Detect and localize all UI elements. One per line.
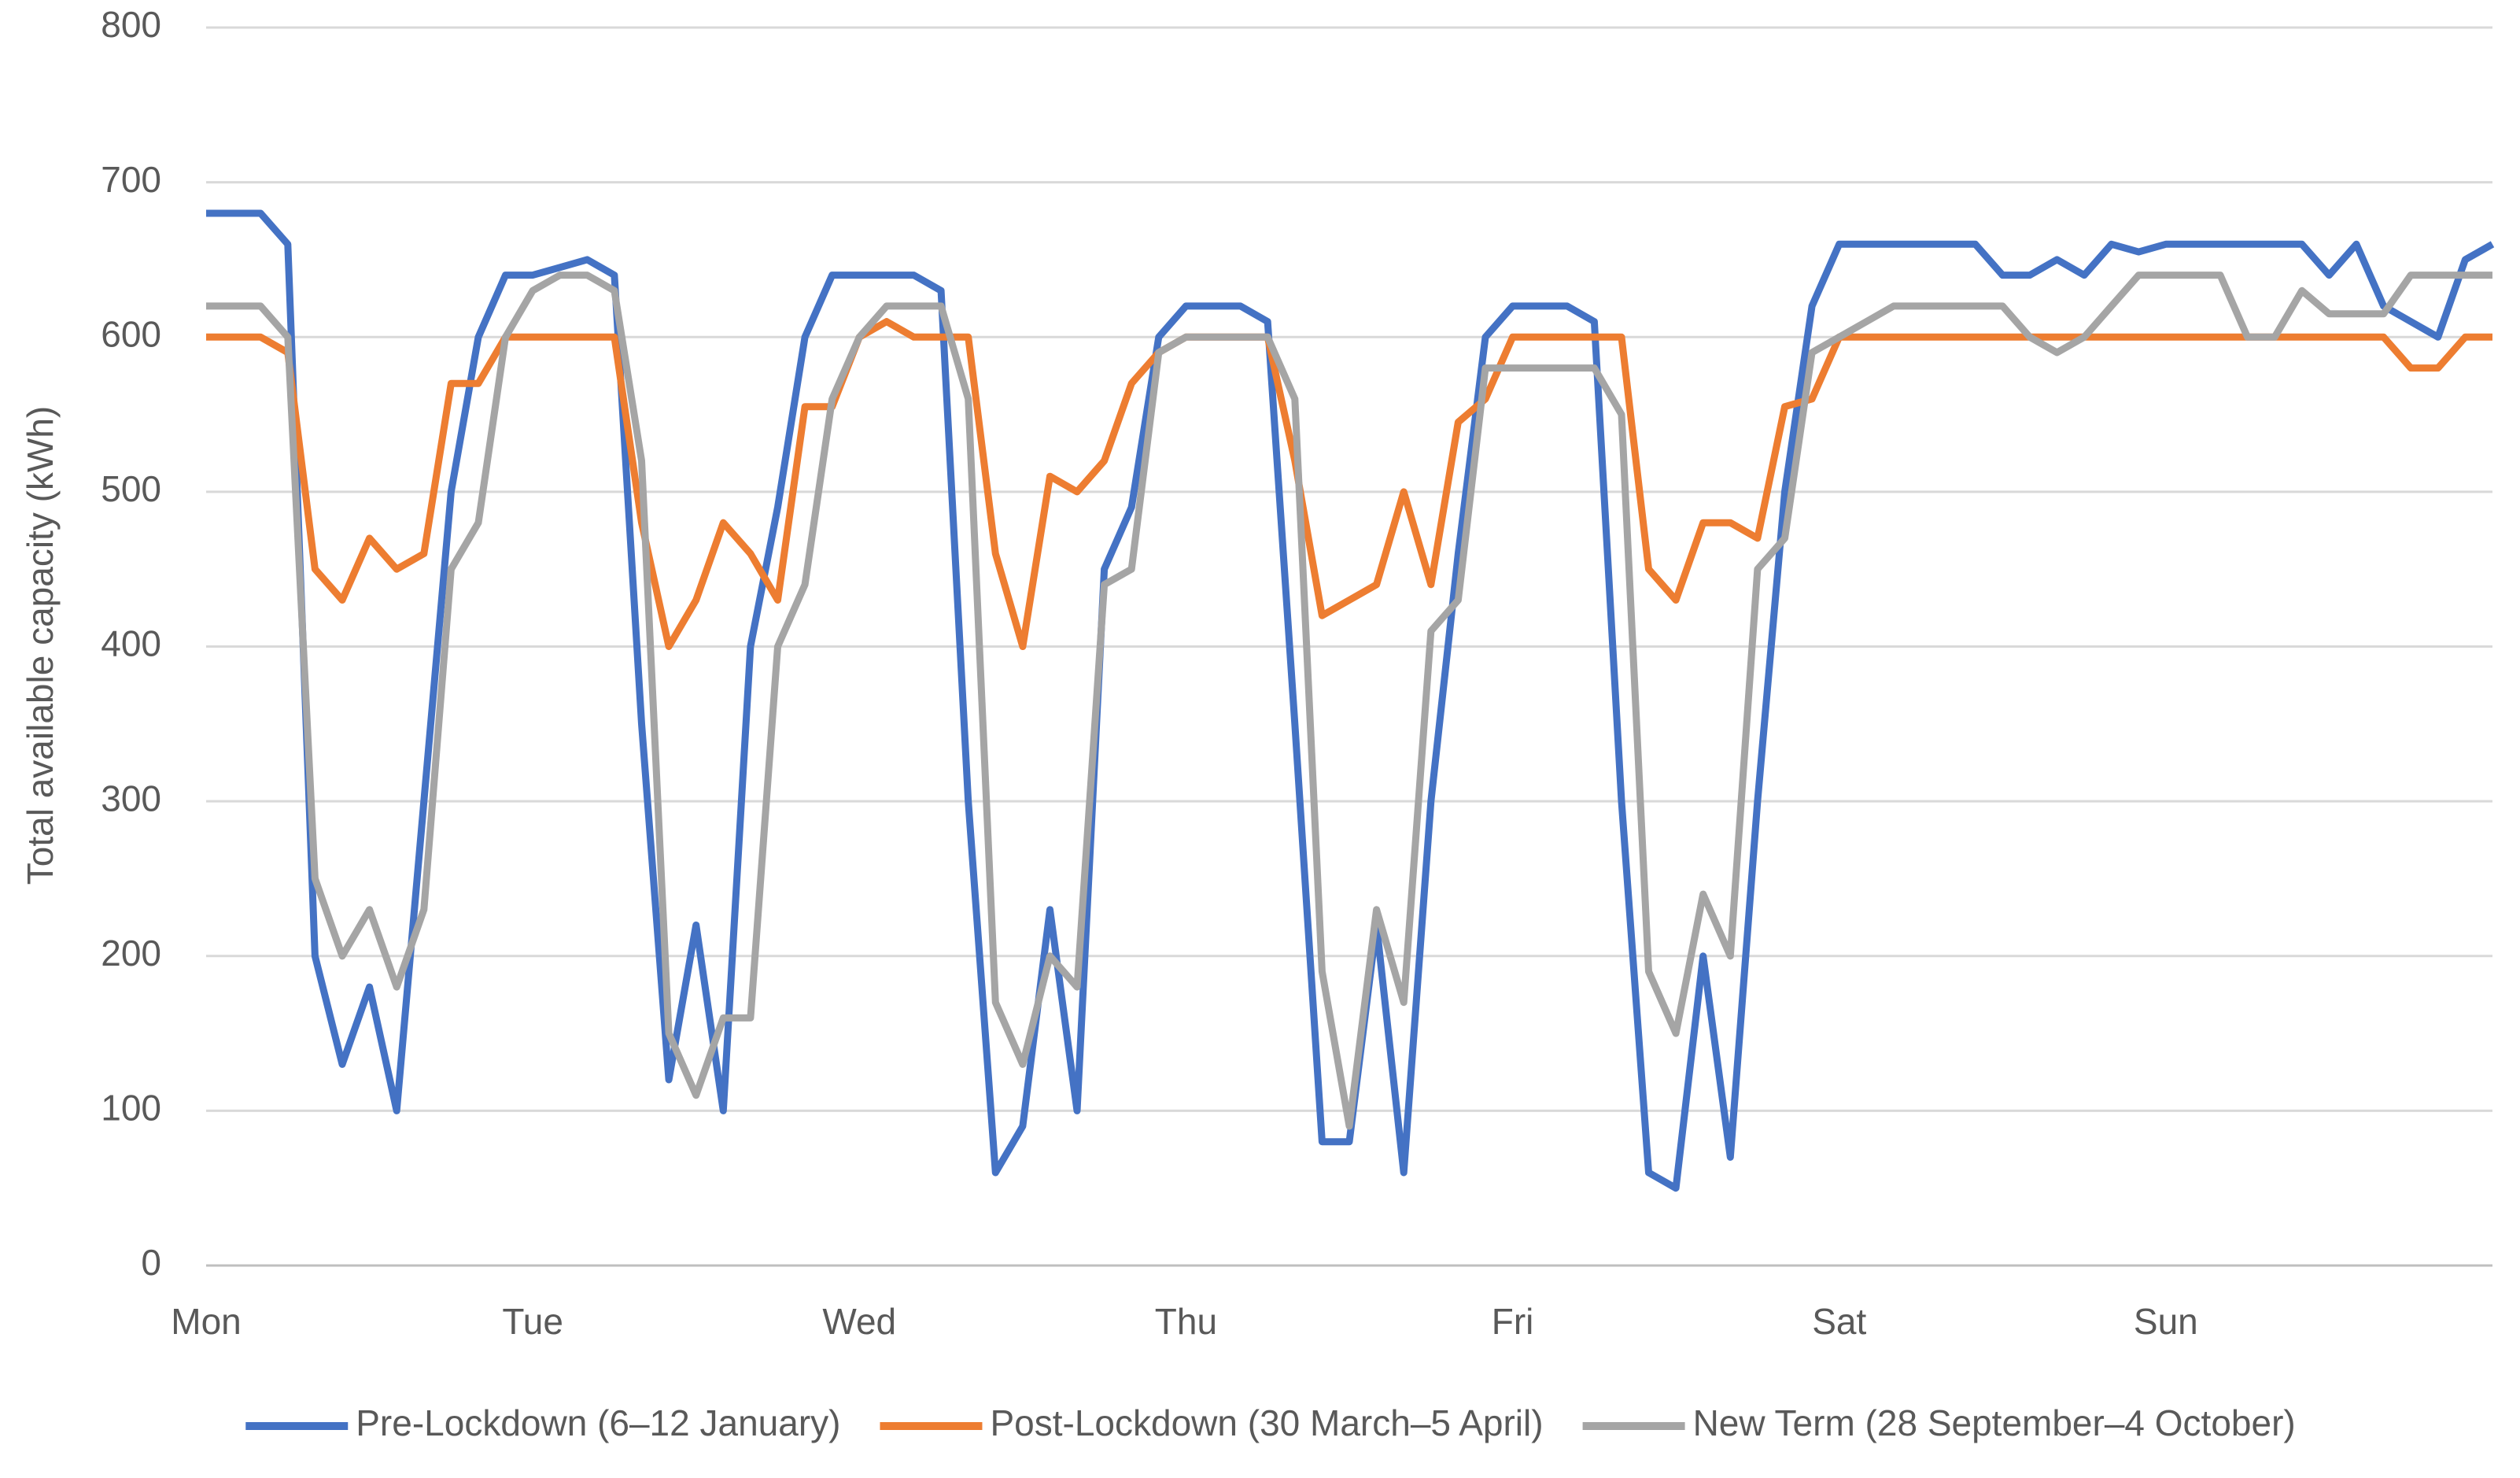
y-tick-label: 400 — [101, 623, 161, 664]
legend-label: New Term (28 September–4 October) — [1693, 1402, 2296, 1443]
series-line — [206, 272, 2492, 1130]
y-tick-label: 800 — [101, 4, 161, 45]
y-tick-label: 500 — [101, 468, 161, 509]
y-tick-label: 300 — [101, 778, 161, 818]
x-tick-label: Mon — [171, 1301, 241, 1342]
y-axis-title: Total available capacity (kWh) — [20, 406, 61, 885]
y-tick-label: 600 — [101, 313, 161, 354]
x-tick-label: Thu — [1155, 1301, 1217, 1342]
legend-label: Pre-Lockdown (6–12 January) — [356, 1402, 840, 1443]
x-tick-label: Tue — [502, 1301, 563, 1342]
x-tick-label: Sat — [1812, 1301, 1866, 1342]
y-tick-label: 0 — [141, 1242, 161, 1283]
y-tick-label: 700 — [101, 159, 161, 200]
series-line — [206, 209, 2495, 1192]
x-tick-label: Sun — [2134, 1301, 2198, 1342]
legend-label: Post-Lockdown (30 March–5 April) — [990, 1402, 1543, 1443]
x-tick-label: Wed — [822, 1301, 896, 1342]
y-tick-label: 200 — [101, 933, 161, 974]
series-line — [206, 318, 2492, 650]
x-tick-label: Fri — [1492, 1301, 1534, 1342]
y-tick-label: 100 — [101, 1088, 161, 1129]
